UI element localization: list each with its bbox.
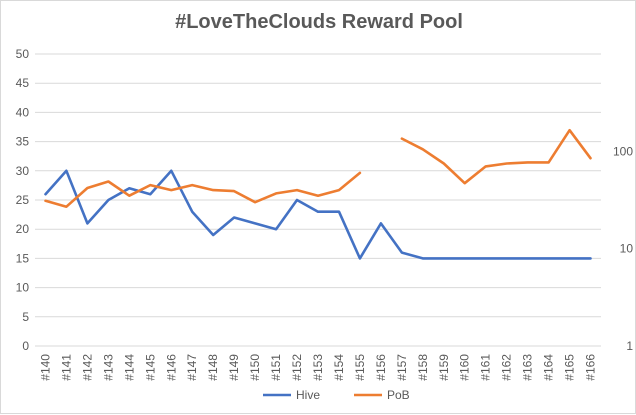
y-left-tick-label: 40 xyxy=(16,105,30,119)
x-tick-label: #152 xyxy=(290,354,304,381)
y-right-tick-label: 1 xyxy=(626,339,633,353)
y-left-tick-label: 15 xyxy=(16,251,30,265)
y-left-tick-label: 50 xyxy=(16,47,30,61)
x-tick-label: #143 xyxy=(101,354,115,381)
series-line-pob xyxy=(400,128,592,185)
x-tick-label: #163 xyxy=(521,354,535,381)
x-tick-label: #166 xyxy=(584,354,598,381)
x-tick-label: #149 xyxy=(227,354,241,381)
x-tick-label: #161 xyxy=(479,354,493,381)
x-tick-label: #148 xyxy=(206,354,220,381)
x-tick-label: #158 xyxy=(416,354,430,381)
legend-label-pob: PoB xyxy=(387,388,410,402)
y-left-tick-label: 0 xyxy=(22,339,29,353)
y-left-tick-label: 5 xyxy=(22,310,29,324)
y-left-tick-label: 30 xyxy=(16,164,30,178)
y-left-tick-label: 35 xyxy=(16,135,30,149)
x-tick-label: #150 xyxy=(248,354,262,381)
x-tick-label: #144 xyxy=(122,354,136,381)
legend-label-hive: Hive xyxy=(296,388,320,402)
y-left-tick-label: 10 xyxy=(16,281,30,295)
series-line-hive xyxy=(44,169,592,260)
x-tick-label: #160 xyxy=(458,354,472,381)
x-tick-label: #165 xyxy=(563,354,577,381)
x-tick-label: #154 xyxy=(332,354,346,381)
y-left-tick-label: 20 xyxy=(16,222,30,236)
x-tick-label: #164 xyxy=(542,354,556,381)
x-tick-label: #142 xyxy=(80,354,94,381)
x-tick-label: #153 xyxy=(311,354,325,381)
x-tick-label: #146 xyxy=(164,354,178,381)
x-tick-label: #159 xyxy=(437,354,451,381)
x-tick-label: #147 xyxy=(185,354,199,381)
y-left-tick-label: 25 xyxy=(16,193,30,207)
x-tick-label: #140 xyxy=(38,354,52,381)
x-tick-label: #155 xyxy=(353,354,367,381)
chart-title: #LoveTheClouds Reward Pool xyxy=(175,11,463,33)
x-tick-label: #162 xyxy=(500,354,514,381)
x-tick-label: #156 xyxy=(374,354,388,381)
x-tick-label: #157 xyxy=(395,354,409,381)
x-tick-label: #141 xyxy=(59,354,73,381)
y-right-tick-label: 10 xyxy=(620,242,634,256)
y-left-tick-label: 45 xyxy=(16,76,30,90)
y-right-tick-label: 100 xyxy=(613,144,633,158)
x-tick-label: #145 xyxy=(143,354,157,381)
series-line-pob xyxy=(44,171,362,208)
x-tick-label: #151 xyxy=(269,354,283,381)
